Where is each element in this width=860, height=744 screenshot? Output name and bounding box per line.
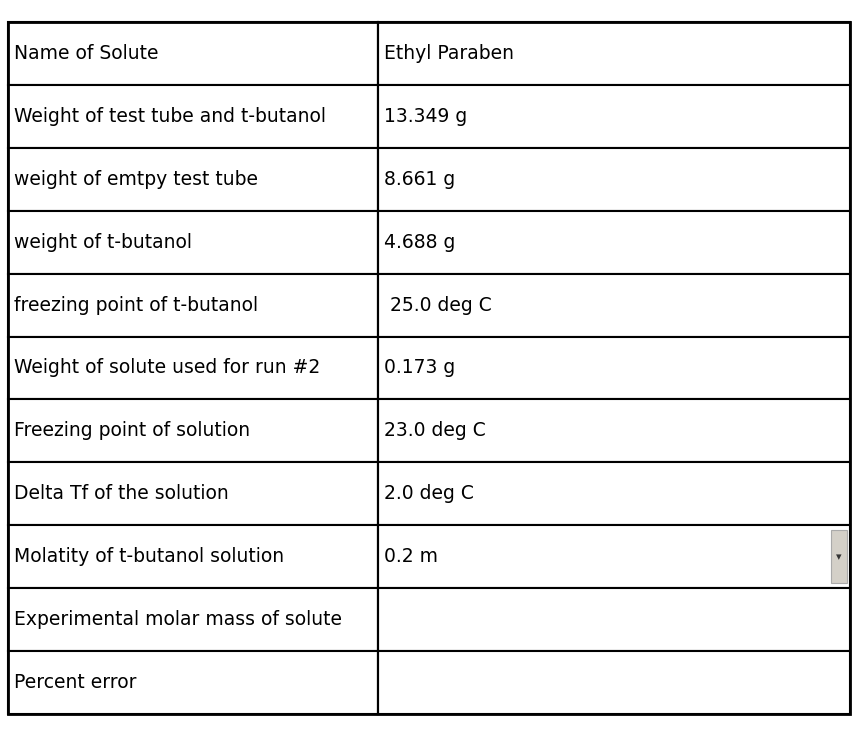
Text: Name of Solute: Name of Solute (14, 44, 158, 63)
Bar (8, 85, 378, 148)
Text: Weight of solute used for run #2: Weight of solute used for run #2 (14, 359, 320, 377)
Text: Delta Tf of the solution: Delta Tf of the solution (14, 484, 229, 504)
Bar (8, 148, 378, 211)
Bar (378, 336, 850, 400)
Text: 4.688 g: 4.688 g (384, 233, 456, 251)
Text: weight of emtpy test tube: weight of emtpy test tube (14, 170, 258, 189)
Bar (378, 85, 850, 148)
Text: Percent error: Percent error (14, 673, 137, 692)
Bar (8, 525, 378, 589)
Text: ▾: ▾ (836, 552, 842, 562)
Bar (378, 211, 850, 274)
Bar (378, 22, 850, 85)
Bar (378, 462, 850, 525)
Bar (378, 651, 850, 714)
Text: 0.2 m: 0.2 m (384, 548, 439, 566)
Text: Weight of test tube and t-butanol: Weight of test tube and t-butanol (14, 107, 326, 126)
Text: Freezing point of solution: Freezing point of solution (14, 421, 250, 440)
Text: Molatity of t-butanol solution: Molatity of t-butanol solution (14, 548, 284, 566)
Bar (8, 336, 378, 400)
Bar (378, 400, 850, 462)
Bar (8, 462, 378, 525)
Bar (378, 274, 850, 336)
Text: 0.173 g: 0.173 g (384, 359, 456, 377)
Bar (8, 651, 378, 714)
Text: Ethyl Paraben: Ethyl Paraben (384, 44, 514, 63)
Bar (831, 530, 847, 583)
Text: Experimental molar mass of solute: Experimental molar mass of solute (14, 610, 342, 629)
Text: 23.0 deg C: 23.0 deg C (384, 421, 486, 440)
Text: freezing point of t-butanol: freezing point of t-butanol (14, 295, 258, 315)
Bar (8, 274, 378, 336)
Text: 8.661 g: 8.661 g (384, 170, 456, 189)
Bar (378, 148, 850, 211)
Text: weight of t-butanol: weight of t-butanol (14, 233, 192, 251)
Bar (378, 525, 850, 589)
Bar (8, 211, 378, 274)
Bar (378, 589, 850, 651)
Text: 13.349 g: 13.349 g (384, 107, 468, 126)
Bar (8, 589, 378, 651)
Bar (8, 400, 378, 462)
Text: 25.0 deg C: 25.0 deg C (384, 295, 492, 315)
Text: 2.0 deg C: 2.0 deg C (384, 484, 475, 504)
Bar (8, 22, 378, 85)
